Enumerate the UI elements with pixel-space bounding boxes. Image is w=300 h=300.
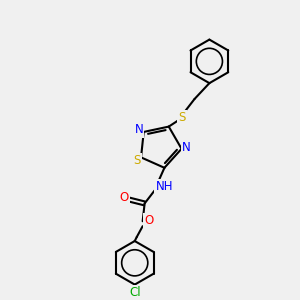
Text: O: O (144, 214, 153, 227)
Text: N: N (182, 141, 191, 154)
Text: S: S (178, 111, 185, 124)
Text: Cl: Cl (129, 286, 140, 299)
Text: NH: NH (156, 180, 173, 193)
Text: S: S (134, 154, 141, 167)
Text: O: O (119, 191, 128, 204)
Text: N: N (134, 123, 143, 136)
